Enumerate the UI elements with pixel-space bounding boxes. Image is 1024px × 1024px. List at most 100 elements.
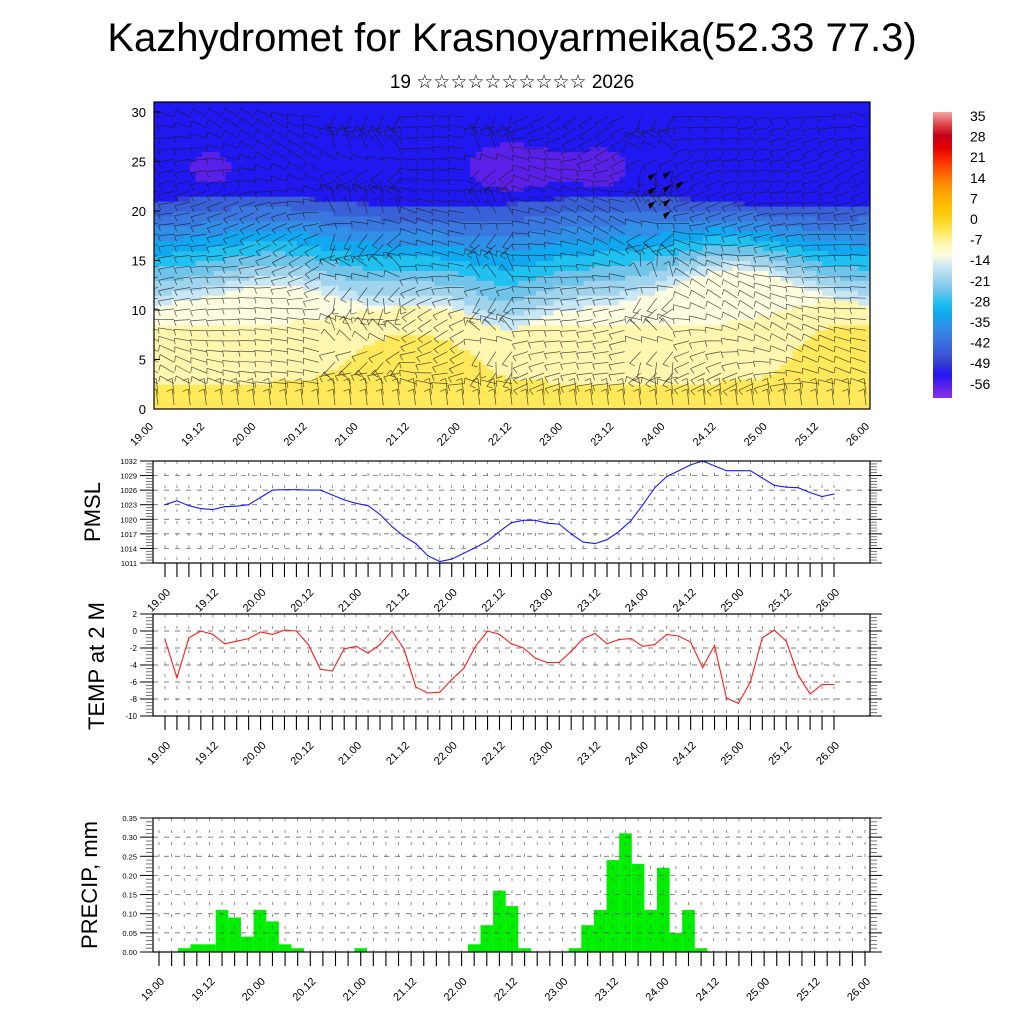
temperature-cell <box>583 280 591 286</box>
temperature-cell <box>165 136 173 143</box>
temperature-cell <box>183 102 191 108</box>
temperature-cell <box>356 146 364 153</box>
temperature-cell <box>529 235 537 242</box>
temperature-cell <box>177 374 185 380</box>
temperature-cell <box>344 275 352 281</box>
temperature-cell <box>517 151 525 158</box>
temperature-cell <box>267 230 274 237</box>
temperature-cell <box>159 290 167 296</box>
temperature-cell <box>392 205 400 212</box>
temperature-cell <box>470 151 477 158</box>
temperature-cell <box>625 265 632 271</box>
temperature-cell <box>482 205 489 212</box>
temperature-cell <box>422 280 430 286</box>
temperature-cell <box>368 300 376 306</box>
temperature-cell <box>183 319 191 326</box>
temperature-cell <box>613 205 620 212</box>
temperature-cell <box>219 364 227 370</box>
temperature-cell <box>488 394 495 400</box>
temperature-cell <box>625 354 632 361</box>
temperature-cell <box>285 329 292 336</box>
temperature-cell <box>625 225 632 232</box>
temperature-cell <box>565 116 573 123</box>
temperature-cell <box>225 136 233 143</box>
temperature-cell <box>512 225 519 232</box>
temperature-cell <box>362 349 370 356</box>
temperature-cell <box>589 210 597 217</box>
temperature-cell <box>559 344 567 351</box>
temperature-cell <box>482 265 489 271</box>
temperature-cell <box>291 300 298 306</box>
temperature-cell <box>547 339 555 346</box>
temperature-cell <box>261 102 268 108</box>
temperature-cell <box>201 250 209 257</box>
temperature-cell <box>327 285 334 291</box>
temperature-cell <box>589 235 597 242</box>
temperature-cell <box>207 270 215 276</box>
temperature-cell <box>446 305 453 311</box>
temperature-cell <box>541 399 549 405</box>
temperature-cell <box>213 334 221 341</box>
temperature-cell <box>523 399 531 405</box>
temperature-cell <box>523 319 531 326</box>
temperature-cell <box>619 126 626 133</box>
temperature-cell <box>529 220 537 227</box>
temperature-cell <box>422 191 430 197</box>
temperature-cell <box>189 305 197 311</box>
temperature-cell <box>422 319 430 326</box>
temperature-cell <box>327 374 334 380</box>
temperature-cell <box>476 102 483 108</box>
temperature-cell <box>589 141 597 148</box>
temperature-cell <box>237 141 245 148</box>
temperature-cell <box>237 225 245 232</box>
temperature-cell <box>279 191 286 197</box>
temperature-cell <box>571 305 579 311</box>
temperature-cell <box>261 389 268 395</box>
temperature-cell <box>446 136 453 143</box>
temperature-cell <box>512 369 519 375</box>
temperature-cell <box>422 235 430 242</box>
temperature-cell <box>201 399 209 405</box>
temperature-cell <box>571 314 579 321</box>
temperature-cell <box>529 389 537 395</box>
temperature-cell <box>452 270 459 276</box>
temperature-cell <box>279 265 286 271</box>
temperature-cell <box>225 265 233 271</box>
temperature-cell <box>225 116 233 123</box>
temperature-cell <box>613 181 620 187</box>
temperature-cell <box>458 314 465 321</box>
temperature-cell <box>565 265 573 271</box>
temperature-cell <box>613 215 620 222</box>
temperature-cell <box>535 106 543 113</box>
temperature-cell <box>333 270 340 276</box>
temperature-cell <box>380 245 388 252</box>
temperature-cell <box>380 171 388 177</box>
temperature-cell <box>488 215 495 222</box>
temperature-cell <box>565 305 573 311</box>
temperature-cell <box>356 339 364 346</box>
temperature-cell <box>243 265 251 271</box>
temperature-cell <box>440 126 447 133</box>
temperature-cell <box>583 116 591 123</box>
temperature-cell <box>619 384 626 390</box>
temperature-cell <box>159 171 167 177</box>
temperature-cell <box>291 364 298 370</box>
temperature-cell <box>470 230 477 237</box>
temperature-cell <box>303 181 310 187</box>
temperature-cell <box>285 354 292 361</box>
temperature-cell <box>559 300 567 306</box>
temperature-cell <box>237 166 245 172</box>
temperature-cell <box>243 389 251 395</box>
temperature-cell <box>362 265 370 271</box>
temperature-cell <box>327 166 334 172</box>
temperature-cell <box>595 240 603 247</box>
temperature-cell <box>410 265 418 271</box>
temperature-cell <box>285 106 292 113</box>
temperature-cell <box>458 116 465 123</box>
temperature-cell <box>219 201 227 207</box>
temperature-cell <box>410 181 418 187</box>
temperature-cell <box>470 171 477 177</box>
temperature-cell <box>338 215 346 222</box>
temperature-cell <box>446 196 453 202</box>
temperature-cell <box>279 399 286 405</box>
